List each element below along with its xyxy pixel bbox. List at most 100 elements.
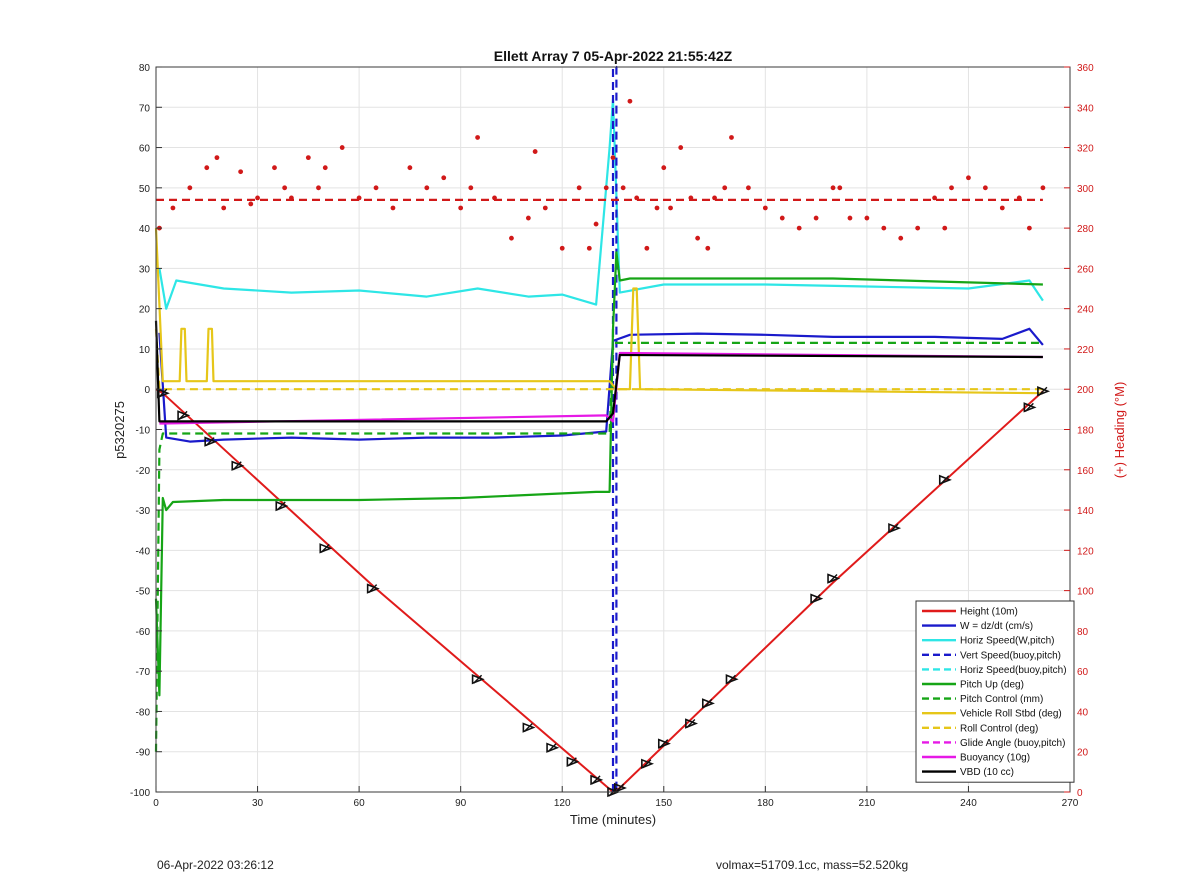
- series-point-heading: [339, 145, 345, 150]
- series-point-heading: [593, 221, 599, 227]
- y2-tick-label: 220: [1077, 345, 1094, 356]
- waypoint-marker: [657, 738, 671, 749]
- waypoint-marker-cross: [523, 723, 533, 733]
- series-line-pitch-control-mm: [154, 341, 1043, 752]
- y2-tick-label: 280: [1077, 224, 1094, 235]
- legend-box: [915, 600, 1075, 783]
- y2-tick-label: 360: [1077, 63, 1094, 74]
- waypoint-marker: [1023, 402, 1037, 413]
- series-point-heading: [373, 185, 379, 191]
- y2-tick-label: 40: [1077, 707, 1089, 718]
- waypoint-marker: [366, 583, 380, 594]
- waypoint-marker: [566, 756, 580, 767]
- y-tick-label: -90: [136, 748, 151, 759]
- y-axis-label: p5320275: [112, 401, 127, 459]
- series-point-heading: [390, 205, 396, 211]
- waypoint-marker: [641, 758, 655, 769]
- x-axis-label: Time (minutes): [570, 812, 656, 827]
- series-point-heading: [532, 149, 538, 154]
- x-tick-label: 90: [455, 798, 467, 809]
- series-point-heading: [407, 165, 413, 171]
- footer-mass-info: volmax=51709.1cc, mass=52.520kg: [716, 858, 909, 872]
- waypoint-marker-cross: [547, 743, 557, 753]
- axis-ticks: 0 30 60 90 120 150 180 210 240 270-100-90-80-70-6…: [130, 63, 1094, 809]
- y2-tick-label: 260: [1077, 264, 1094, 275]
- series-point-heading: [322, 165, 328, 171]
- series-point-heading: [746, 185, 751, 191]
- waypoint-marker-cross: [726, 674, 736, 684]
- waypoint-marker: [471, 674, 485, 685]
- series-point-heading: [610, 155, 616, 161]
- waypoint-marker-cross: [368, 584, 378, 594]
- series-point-heading: [847, 215, 853, 221]
- x-tick-label: 0: [153, 798, 159, 809]
- legend-label-w-dz-dt-cm-s: W = dz/dt (cm/s): [960, 621, 1033, 632]
- y-tick-label: 40: [139, 224, 151, 235]
- series-point-heading: [441, 175, 447, 181]
- y-tick-label: -40: [136, 546, 151, 557]
- y2-tick-label: 300: [1077, 184, 1094, 195]
- legend-label-vbd-10-cc: VBD (10 cc): [960, 767, 1014, 778]
- series-point-heading: [187, 185, 193, 191]
- series-point-heading: [468, 185, 474, 191]
- waypoint-marker: [701, 698, 715, 709]
- waypoint-marker: [938, 474, 952, 486]
- series-point-heading: [864, 215, 870, 221]
- y-tick-label: 10: [139, 345, 151, 356]
- series-point-heading: [475, 135, 480, 140]
- series-point-heading: [779, 215, 785, 221]
- waypoint-marker-cross: [473, 674, 483, 684]
- series-point-heading: [603, 185, 609, 191]
- y2-tick-label: 100: [1077, 587, 1094, 598]
- series-point-heading: [458, 205, 464, 211]
- series-point-heading: [620, 185, 626, 191]
- waypoint-marker: [725, 674, 739, 685]
- series-point-heading: [966, 175, 971, 181]
- series-point-heading: [248, 201, 254, 207]
- series-point-heading: [898, 235, 904, 241]
- waypoint-marker: [1037, 386, 1051, 397]
- x-tick-label: 180: [757, 798, 774, 809]
- series-point-heading: [999, 205, 1005, 211]
- y2-axis-label: (+) Heading (°M): [1112, 382, 1127, 479]
- y2-tick-label: 20: [1077, 748, 1089, 759]
- waypoint-marker-cross: [567, 757, 577, 767]
- series-point-heading: [525, 215, 531, 221]
- legend-label-pitch-up-deg: Pitch Up (deg): [960, 680, 1024, 691]
- waypoint-marker-cross: [320, 543, 330, 553]
- waypoint-marker: [177, 410, 191, 421]
- waypoint-marker-cross: [642, 759, 652, 769]
- x-tick-label: 150: [655, 798, 672, 809]
- y-tick-label: 80: [139, 63, 151, 74]
- series-point-heading: [982, 185, 988, 191]
- y-tick-label: 60: [139, 144, 151, 155]
- waypoint-marker: [156, 388, 170, 399]
- series-point-heading: [316, 185, 321, 191]
- y2-tick-label: 140: [1077, 506, 1094, 517]
- y-tick-label: -20: [136, 466, 151, 477]
- series-point-heading: [305, 155, 311, 161]
- waypoint-marker-cross: [178, 410, 188, 420]
- legend-label-horiz-speed-w-pitch: Horiz Speed(W,pitch): [960, 636, 1054, 647]
- waypoint-marker-cross: [1024, 402, 1034, 412]
- waypoint-marker: [827, 573, 841, 584]
- y-tick-label: -50: [136, 587, 151, 598]
- waypoint-marker: [613, 782, 627, 794]
- series-point-heading: [509, 235, 514, 241]
- y2-tick-label: 240: [1077, 305, 1094, 316]
- series-point-heading: [627, 98, 633, 104]
- legend-label-horiz-speed-buoy-pitch: Horiz Speed(buoy,pitch): [960, 665, 1067, 676]
- series-line-vbd-10-cc: [154, 320, 1043, 423]
- series-point-heading: [214, 155, 220, 161]
- y-tick-label: -10: [136, 426, 151, 437]
- series-point-heading: [661, 165, 667, 171]
- y-tick-label: -80: [136, 707, 151, 718]
- y2-tick-label: 120: [1077, 546, 1094, 557]
- x-tick-label: 240: [960, 798, 977, 809]
- series-point-heading: [1026, 225, 1032, 231]
- waypoint-marker-cross: [1038, 386, 1048, 396]
- y-tick-label: -30: [136, 506, 151, 517]
- y2-tick-label: 0: [1077, 788, 1083, 799]
- series-point-heading: [695, 235, 701, 241]
